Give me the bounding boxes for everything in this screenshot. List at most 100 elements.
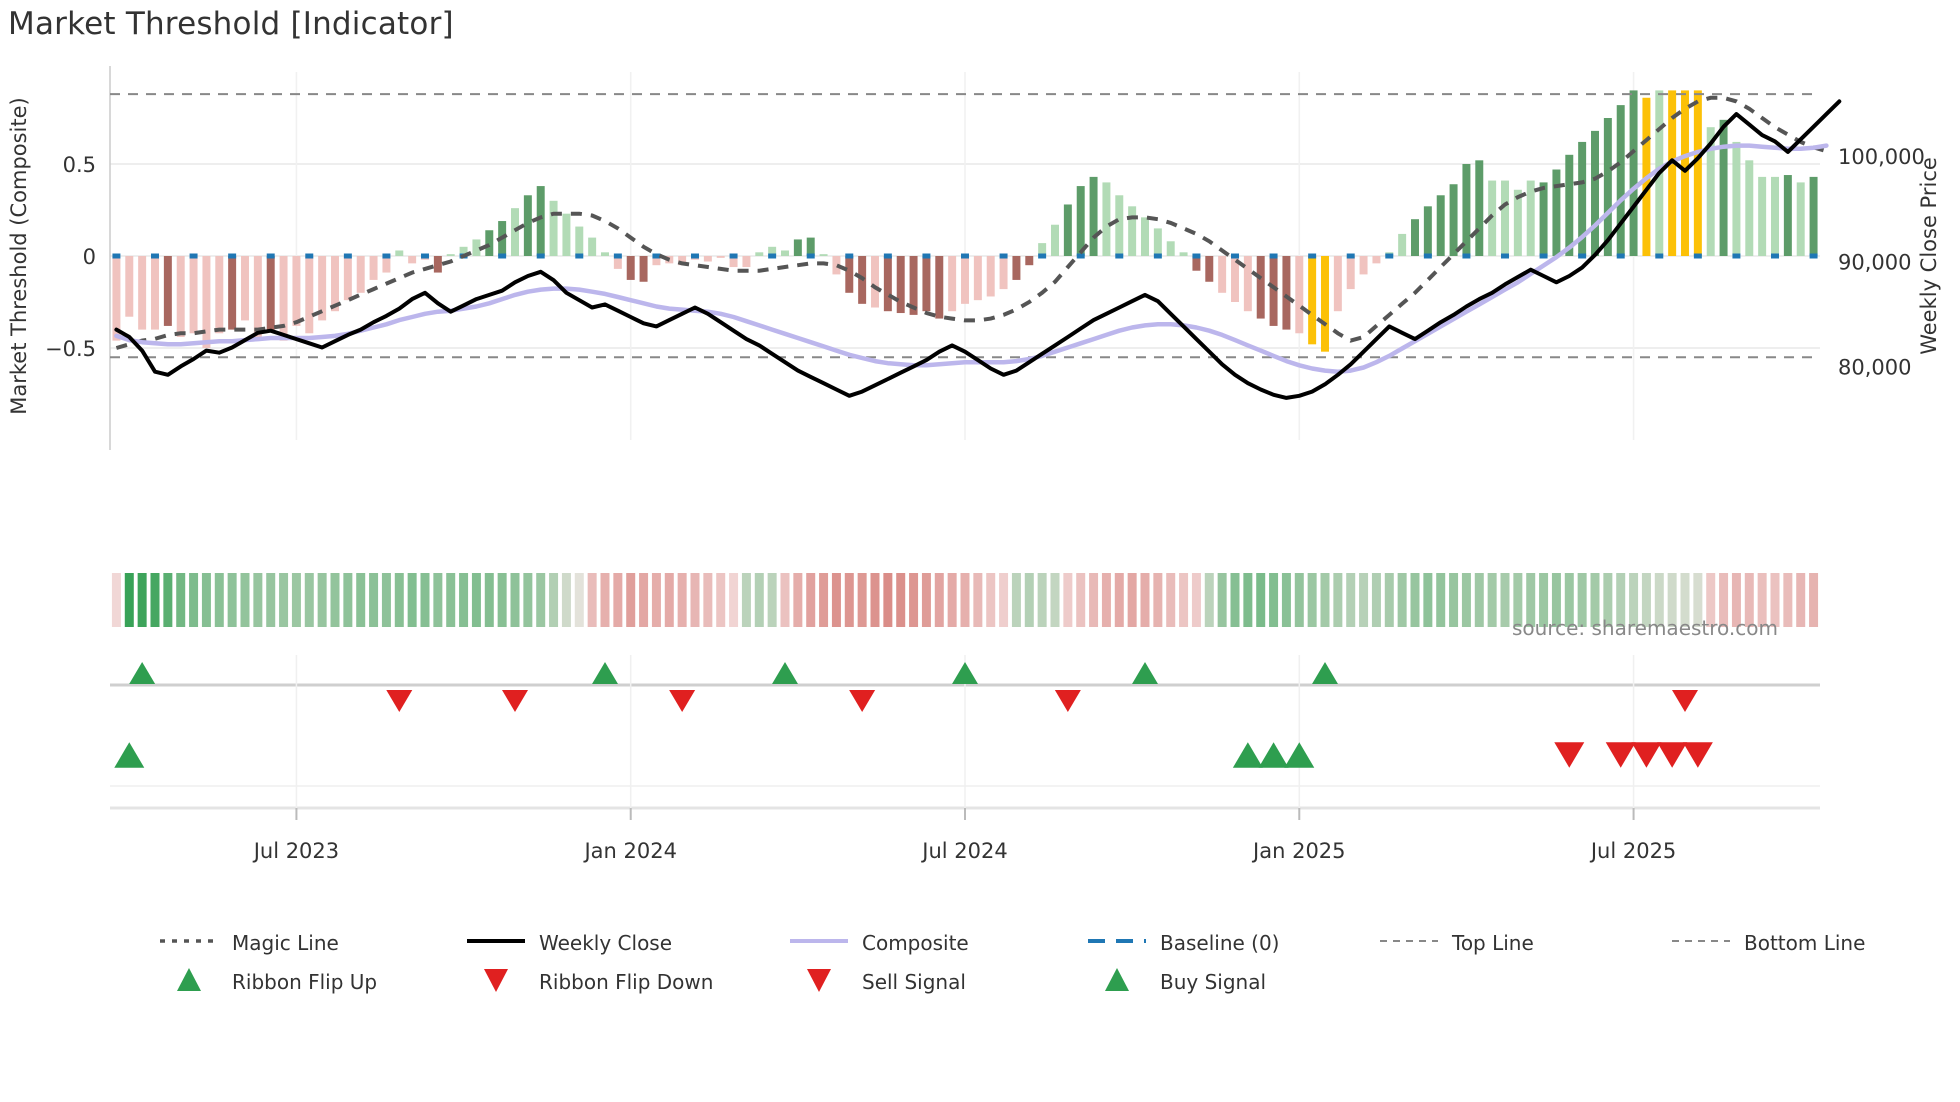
x-axis-tick: Jan 2025 <box>1251 839 1346 863</box>
sell-signal-marker <box>1631 742 1662 768</box>
ribbon-band <box>1590 573 1600 627</box>
baseline-dash <box>1732 253 1741 259</box>
ribbon-band <box>870 573 880 627</box>
histogram-bar <box>1025 256 1034 266</box>
baseline-dash <box>768 253 777 259</box>
histogram-bar <box>1616 105 1625 257</box>
histogram-bar <box>1629 90 1638 257</box>
histogram-bar <box>601 252 609 256</box>
ribbon-flip-up-marker <box>772 661 798 685</box>
ribbon-flip-up-marker <box>592 661 618 685</box>
ribbon-band <box>1616 573 1626 627</box>
ribbon-band <box>1680 573 1690 627</box>
ribbon-band <box>986 573 996 627</box>
histogram-bar <box>202 256 211 348</box>
baseline-dash <box>1809 253 1818 259</box>
ribbon-band <box>639 573 649 627</box>
histogram-bar <box>1269 256 1278 326</box>
ribbon-band <box>1564 573 1574 627</box>
histogram-bar <box>215 256 224 334</box>
ribbon-band <box>266 573 276 627</box>
ribbon-band <box>1140 573 1150 627</box>
histogram-bar <box>845 256 854 293</box>
ribbon-band <box>1629 573 1639 627</box>
histogram-bar <box>138 256 147 330</box>
ribbon-band <box>999 573 1009 627</box>
ribbon-band <box>433 573 443 627</box>
histogram-bar <box>1256 256 1265 319</box>
baseline-dash <box>1076 253 1085 259</box>
ribbon-flip-down-marker <box>386 689 413 713</box>
histogram-bar <box>1681 90 1689 257</box>
ribbon-band <box>831 573 841 627</box>
legend-marker-icon <box>177 968 201 991</box>
ribbon-band <box>1217 573 1227 627</box>
histogram-bar <box>613 256 622 269</box>
ribbon-band <box>1513 573 1523 627</box>
histogram-bar <box>176 256 185 337</box>
ribbon-flip-down-marker <box>669 689 696 713</box>
histogram-bar <box>935 256 944 319</box>
ribbon-band <box>1731 573 1741 627</box>
legend-item[interactable]: Magic Line <box>160 931 339 955</box>
histogram-bar <box>1346 256 1355 290</box>
ribbon-band <box>909 573 919 627</box>
histogram-bar <box>511 208 519 256</box>
histogram-bar <box>1719 119 1728 256</box>
ribbon-band <box>1269 573 1279 627</box>
axes: 0.5 0 −0.5 100,000 90,000 80,000 Jul 2023 Jan 2… <box>7 97 1941 863</box>
baseline-dash <box>1153 253 1162 259</box>
ribbon-band <box>227 573 237 627</box>
ribbon-band <box>343 573 353 627</box>
baseline-dash <box>1192 253 1201 259</box>
histogram-bar <box>793 239 802 256</box>
legend-item[interactable]: Bottom Line <box>1672 931 1865 955</box>
legend-item-label: Composite <box>862 931 969 955</box>
legend-item-label: Ribbon Flip Down <box>539 970 713 994</box>
legend-item[interactable]: Baseline (0) <box>1088 931 1279 955</box>
histogram-bar <box>986 256 995 297</box>
ribbon-band <box>189 573 199 627</box>
legend-item[interactable]: Ribbon Flip Up <box>177 968 377 994</box>
ribbon-band <box>703 573 713 627</box>
histogram-bar <box>1591 130 1599 256</box>
legend-item[interactable]: Ribbon Flip Down <box>484 969 713 994</box>
legend-item[interactable]: Sell Signal <box>807 969 966 994</box>
ribbon-band <box>330 573 340 627</box>
ribbon-band <box>420 573 430 627</box>
baseline-dash <box>806 253 815 259</box>
histogram-bar <box>1809 176 1818 256</box>
histogram-bar <box>1693 90 1702 257</box>
histogram-bar <box>1166 241 1175 256</box>
histogram-bar <box>356 256 365 293</box>
ribbon-band <box>690 573 700 627</box>
ribbon-band <box>806 573 816 627</box>
ribbon-band <box>1063 573 1073 627</box>
ribbon-band <box>163 573 173 627</box>
baseline-dash <box>421 253 429 259</box>
ribbon-flip-up-marker <box>1312 661 1338 685</box>
ribbon-band <box>1539 573 1549 627</box>
ribbon-band <box>934 573 944 627</box>
histogram-bar <box>1423 206 1432 256</box>
baseline-dash <box>189 253 198 259</box>
histogram-bar <box>1565 154 1574 256</box>
ribbon-band <box>1281 573 1291 627</box>
legend-item[interactable]: Weekly Close <box>467 931 672 955</box>
legend-item[interactable]: Top Line <box>1380 931 1534 955</box>
histogram-bar <box>1192 256 1201 271</box>
right-axis-tick: 90,000 <box>1838 250 1911 274</box>
histogram-bar <box>241 256 249 321</box>
ribbon-band <box>921 573 931 627</box>
baseline-dash <box>112 253 121 259</box>
ribbon-band <box>1449 573 1459 627</box>
baseline-dash <box>1385 253 1394 259</box>
legend-item-label: Buy Signal <box>1160 970 1266 994</box>
legend-item-label: Bottom Line <box>1744 931 1865 955</box>
legend-item[interactable]: Buy Signal <box>1105 968 1266 994</box>
baseline-dash <box>228 253 237 259</box>
ribbon-band <box>716 573 726 627</box>
legend-item[interactable]: Composite <box>790 931 969 955</box>
histogram-bar <box>973 256 982 301</box>
